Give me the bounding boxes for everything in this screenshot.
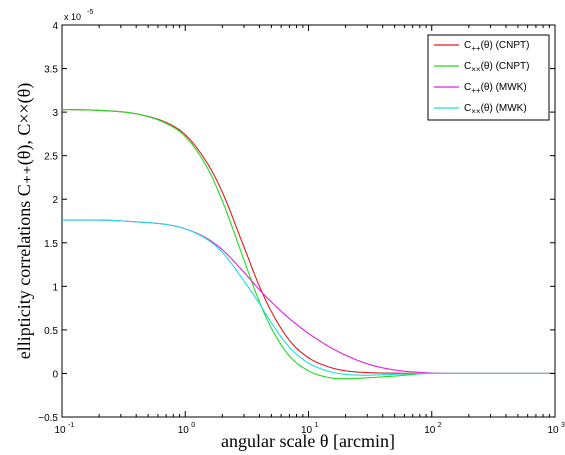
- x-tick-label: 10: [301, 425, 313, 436]
- y-multiplier-exponent: -5: [87, 9, 93, 16]
- legend-label-rest: (θ) (CNPT): [481, 61, 530, 72]
- y-tick-label: 0.5: [44, 326, 58, 337]
- x-tick-exponent: -1: [68, 422, 74, 429]
- x-tick-label: 10: [547, 425, 559, 436]
- x-tick-label: 10: [54, 425, 66, 436]
- legend-label-main: C: [464, 82, 471, 93]
- legend-label-main: C: [464, 103, 471, 114]
- y-tick-label: 2: [52, 195, 58, 206]
- y-multiplier-base: x 10: [64, 12, 81, 22]
- legend-label-subscript: ++: [471, 86, 481, 95]
- x-axis-title: angular scale θ [arcmin]: [221, 431, 395, 451]
- x-tick-exponent: 3: [561, 422, 565, 429]
- series-line: [62, 219, 555, 376]
- x-tick-exponent: 2: [438, 422, 442, 429]
- legend-label-main: C: [464, 40, 471, 51]
- y-tick-label: 1.5: [44, 239, 58, 250]
- y-tick-label: 1: [52, 282, 58, 293]
- series-layer: [61, 108, 555, 380]
- y-tick-label: 3.5: [44, 65, 58, 76]
- x-axis: 10 -1 10 0 10 1 10 2 10 3: [54, 25, 565, 436]
- x-tick-label: 10: [424, 425, 436, 436]
- legend: C++(θ) (CNPT)C××(θ) (CNPT)C++(θ) (MWK)C×…: [427, 34, 550, 121]
- legend-label: C++(θ) (CNPT): [464, 40, 529, 53]
- legend-label-rest: (θ) (CNPT): [481, 40, 530, 51]
- legend-label-subscript: ××: [471, 107, 481, 116]
- legend-label-subscript: ××: [471, 65, 481, 74]
- x-tick-exponent: 0: [191, 422, 195, 429]
- legend-box: [427, 34, 550, 121]
- y-multiplier: x 10 -5: [64, 9, 93, 22]
- legend-label-main: C: [464, 61, 471, 72]
- legend-label: C××(θ) (MWK): [464, 103, 527, 116]
- legend-label-subscript: ++: [471, 44, 481, 53]
- x-tick-label: 10: [178, 425, 190, 436]
- legend-label: C××(θ) (CNPT): [464, 61, 529, 74]
- y-tick-label: −0.5: [38, 413, 58, 424]
- y-tick-label: 2.5: [44, 152, 58, 163]
- legend-label: C++(θ) (MWK): [464, 82, 527, 95]
- y-axis: −0.5 0 0.5 1 1.5 2 2.5 3 3.5 4: [38, 21, 555, 424]
- legend-label-rest: (θ) (MWK): [481, 82, 527, 93]
- y-tick-label: 0: [52, 369, 58, 380]
- y-tick-label: 3: [52, 108, 58, 119]
- y-axis-title: ellipticity correlations C₊₊(θ), C××(θ): [14, 83, 35, 360]
- x-tick-exponent: 1: [315, 422, 319, 429]
- legend-label-rest: (θ) (MWK): [481, 103, 527, 114]
- y-tick-label: 4: [52, 21, 58, 32]
